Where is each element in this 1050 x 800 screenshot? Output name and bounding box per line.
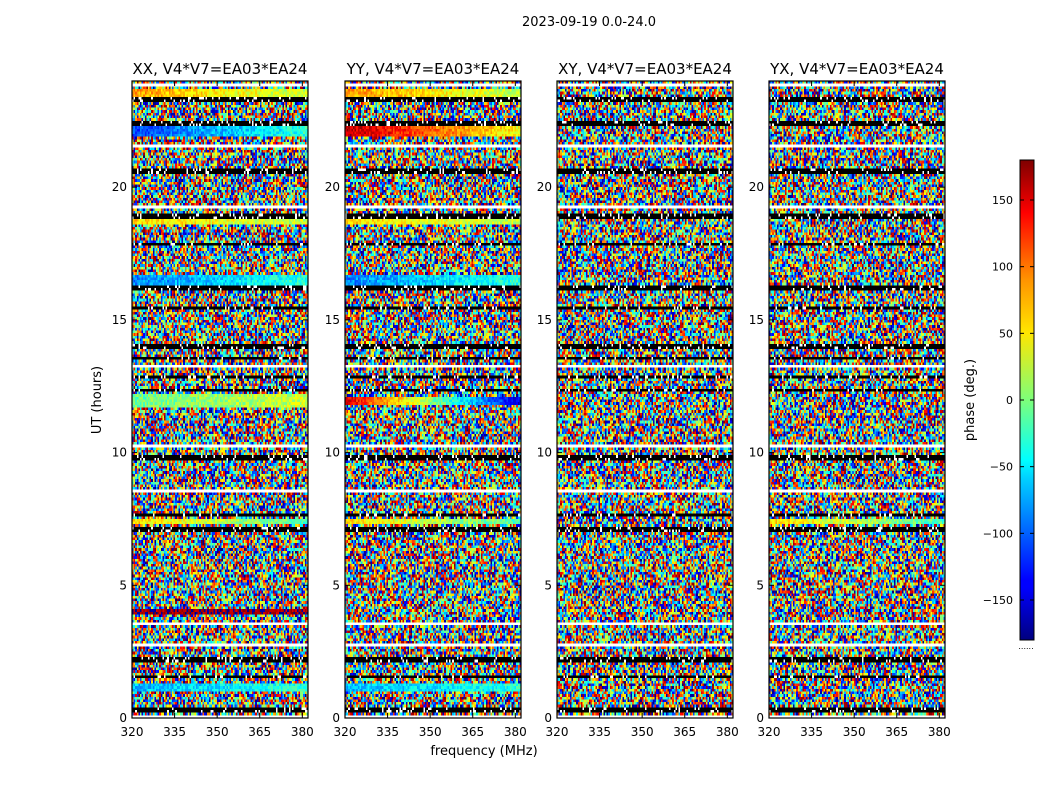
y-tick-label: 5 — [756, 578, 764, 592]
panels: XX, V4*V7=EA03*EA24 320 335 350 365 380 0 5 10 15… — [112, 60, 951, 739]
colorbar-ticks: 150 100 50 0 −50 −100 −150 — [983, 194, 1034, 607]
panel-xy: XY, V4*V7=EA03*EA24 320 335 350 365 380 0 5 10 15… — [537, 60, 739, 739]
y-tick-label: 20 — [749, 180, 764, 194]
y-tick-label: 0 — [756, 711, 764, 725]
y-tick-label: 15 — [537, 313, 552, 327]
panel-title: YX, V4*V7=EA03*EA24 — [769, 60, 944, 78]
y-tick-label: 10 — [537, 446, 552, 460]
x-tick-label: 365 — [673, 725, 696, 739]
y-tick-label: 15 — [112, 313, 127, 327]
y-tick-label: 15 — [749, 313, 764, 327]
colorbar-tick-label: −50 — [990, 461, 1013, 474]
colorbar-footer: ...... — [1018, 642, 1033, 651]
x-tick-label: 350 — [843, 725, 866, 739]
colorbar-tick-label: −150 — [983, 594, 1013, 607]
panel-frame — [556, 80, 734, 719]
x-tick-label: 320 — [334, 725, 357, 739]
panel-title: YY, V4*V7=EA03*EA24 — [346, 60, 520, 78]
x-tick-label: 320 — [546, 725, 569, 739]
x-tick-label: 380 — [928, 725, 951, 739]
colorbar-tick-label: 100 — [992, 261, 1013, 274]
x-tick-label: 380 — [504, 725, 527, 739]
heatmap-cells — [557, 81, 733, 718]
x-tick-label: 350 — [631, 725, 654, 739]
panel-title: XY, V4*V7=EA03*EA24 — [558, 60, 732, 78]
x-tick-label: 380 — [716, 725, 739, 739]
panel-frame — [768, 80, 946, 719]
y-tick-label: 5 — [544, 578, 552, 592]
x-tick-label: 350 — [419, 725, 442, 739]
y-tick-label: 10 — [749, 446, 764, 460]
panel-yx: YX, V4*V7=EA03*EA24 320 335 350 365 380 0 5 10 15… — [749, 60, 951, 739]
x-tick-label: 365 — [248, 725, 271, 739]
heatmap-cells — [345, 81, 521, 718]
panel-title: XX, V4*V7=EA03*EA24 — [133, 60, 308, 78]
x-tick-label: 320 — [758, 725, 781, 739]
panel-yy: YY, V4*V7=EA03*EA24 320 335 350 365 380 0 5 10 15… — [325, 60, 527, 739]
x-tick-label: 365 — [885, 725, 908, 739]
panel-frame — [344, 80, 522, 719]
x-tick-label: 320 — [121, 725, 144, 739]
x-axis-label: frequency (MHz) — [430, 744, 537, 759]
y-tick-label: 20 — [112, 180, 127, 194]
colorbar: 150 100 50 0 −50 −100 −150 phase (deg.) ...... — [963, 159, 1035, 651]
colorbar-tick-label: −100 — [983, 527, 1013, 540]
y-tick-label: 20 — [537, 180, 552, 194]
y-tick-label: 5 — [119, 578, 127, 592]
colorbar-tick-label: 50 — [999, 327, 1013, 340]
panel-frame — [131, 80, 309, 719]
y-tick-label: 15 — [325, 313, 340, 327]
colorbar-label: phase (deg.) — [963, 359, 978, 441]
panel-xx: XX, V4*V7=EA03*EA24 320 335 350 365 380 0 5 10 15… — [112, 60, 314, 739]
figure-title: 2023-09-19 0.0-24.0 — [522, 15, 656, 30]
colorbar-tick-label: 150 — [992, 194, 1013, 207]
y-tick-label: 10 — [112, 446, 127, 460]
y-tick-label: 0 — [119, 711, 127, 725]
colorbar-tick-label: 0 — [1006, 394, 1013, 407]
y-tick-label: 10 — [325, 446, 340, 460]
heatmap-cells — [132, 81, 308, 718]
x-tick-label: 380 — [291, 725, 314, 739]
x-tick-label: 365 — [461, 725, 484, 739]
x-tick-label: 335 — [800, 725, 823, 739]
x-tick-label: 335 — [588, 725, 611, 739]
x-tick-label: 335 — [163, 725, 186, 739]
y-tick-label: 0 — [332, 711, 340, 725]
x-tick-label: 335 — [376, 725, 399, 739]
y-tick-label: 0 — [544, 711, 552, 725]
y-axis-label: UT (hours) — [90, 366, 105, 434]
heatmap-cells — [769, 81, 945, 718]
y-tick-label: 5 — [332, 578, 340, 592]
y-tick-label: 20 — [325, 180, 340, 194]
x-tick-label: 350 — [206, 725, 229, 739]
